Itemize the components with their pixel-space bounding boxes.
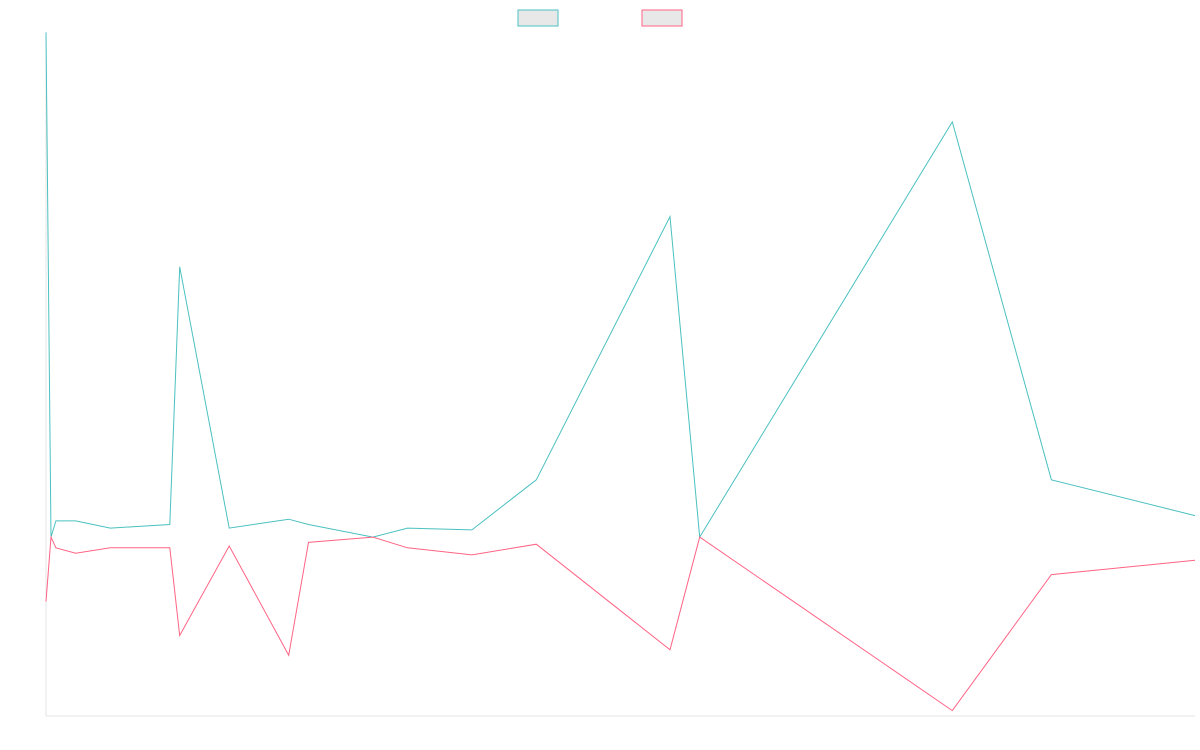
series-1-point-5[interactable]	[167, 522, 173, 528]
series-2-point-18[interactable]	[1192, 557, 1198, 563]
series-1-point-13[interactable]	[533, 477, 539, 483]
series-2-point-2[interactable]	[53, 545, 59, 551]
series-1-point-3[interactable]	[73, 518, 79, 524]
series-2-point-10[interactable]	[370, 534, 376, 540]
legend-swatch-2[interactable]	[641, 9, 683, 27]
series-2-point-15[interactable]	[697, 534, 703, 540]
series-1-point-0[interactable]	[43, 29, 49, 35]
series-1-line	[45, 32, 1196, 539]
legend	[517, 9, 683, 27]
series-1-point-14[interactable]	[667, 214, 673, 220]
series-2-point-8[interactable]	[286, 652, 292, 658]
series-1-point-4[interactable]	[107, 525, 113, 531]
series-1	[43, 29, 1198, 539]
series-2-point-14[interactable]	[667, 647, 673, 653]
series-2-point-17[interactable]	[1048, 572, 1054, 578]
series-1-point-7[interactable]	[226, 525, 232, 531]
series-2-point-4[interactable]	[107, 545, 113, 551]
series-2-point-6[interactable]	[177, 633, 183, 639]
series-1-point-12[interactable]	[469, 527, 475, 533]
series-1-point-11[interactable]	[405, 525, 411, 531]
series-2-line	[45, 535, 1196, 712]
series-2-point-16[interactable]	[949, 708, 955, 714]
series-1-point-18[interactable]	[1192, 513, 1198, 519]
series-1-point-8[interactable]	[286, 516, 292, 522]
series-2-point-3[interactable]	[73, 550, 79, 556]
series-2-point-9[interactable]	[306, 539, 312, 545]
axes	[45, 36, 1195, 717]
series-1-point-17[interactable]	[1048, 477, 1054, 483]
series-2-point-5[interactable]	[167, 545, 173, 551]
series-1-point-16[interactable]	[949, 119, 955, 125]
series-2-point-12[interactable]	[469, 552, 475, 558]
legend-swatch-1[interactable]	[517, 9, 559, 27]
series-2-point-11[interactable]	[405, 545, 411, 551]
series-1-point-6[interactable]	[177, 264, 183, 270]
series-1-point-2[interactable]	[53, 518, 59, 524]
series-layer	[43, 29, 1198, 714]
series-1-point-9[interactable]	[306, 522, 312, 528]
series-2-point-0[interactable]	[43, 599, 49, 605]
series-2	[43, 534, 1198, 714]
series-2-point-13[interactable]	[533, 541, 539, 547]
series-2-point-1[interactable]	[48, 534, 54, 540]
series-2-point-7[interactable]	[226, 543, 232, 549]
